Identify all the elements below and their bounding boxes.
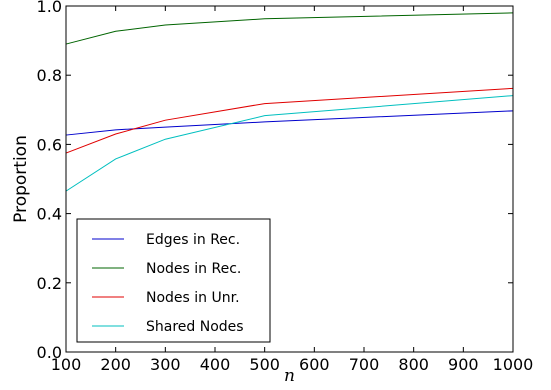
- series-line-1: [65, 110, 514, 136]
- series-lines-layer: [65, 12, 514, 192]
- axis-ticks-layer: 100 200 300 400 500 600 700 800 900 1000 0.0 0.2 0.4…: [37, 0, 534, 374]
- x-tick-label: 800: [398, 355, 429, 374]
- legend-label: Edges in Rec.: [146, 232, 240, 248]
- x-tick-label: 200: [100, 355, 131, 374]
- plot-area-frame: [65, 5, 514, 353]
- y-axis-label: Proportion: [11, 135, 31, 223]
- series-line-4: [65, 95, 514, 192]
- x-tick-label: 100: [51, 355, 82, 374]
- y-tick-label: 0.0: [37, 343, 62, 362]
- x-tick-label: 400: [200, 355, 231, 374]
- y-tick-label: 0.6: [37, 135, 62, 154]
- x-tick-label: 1000: [493, 355, 534, 374]
- x-tick-label: 500: [249, 355, 280, 374]
- x-tick-label: 300: [150, 355, 181, 374]
- series-line-2: [65, 12, 514, 45]
- x-tick-label: 900: [448, 355, 479, 374]
- y-tick-label: 0.2: [37, 274, 62, 293]
- y-tick-label: 0.8: [37, 66, 62, 85]
- legend-label: Nodes in Rec.: [146, 261, 241, 277]
- y-tick-label: 1.0: [37, 0, 62, 16]
- x-tick-label: 700: [349, 355, 380, 374]
- x-axis-label: n: [284, 366, 295, 386]
- legend-label: Shared Nodes: [146, 319, 244, 335]
- legend: Edges in Rec. Nodes in Rec. Nodes in Unr. S…: [76, 218, 271, 343]
- y-tick-label: 0.4: [37, 205, 62, 224]
- x-tick-label: 600: [299, 355, 330, 374]
- legend-label: Nodes in Unr.: [146, 290, 240, 306]
- series-line-3: [65, 87, 514, 154]
